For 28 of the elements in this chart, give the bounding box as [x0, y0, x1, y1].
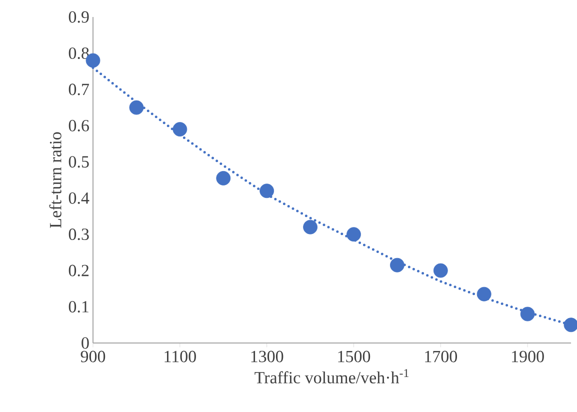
y-tick-label: 0.6 [68, 120, 89, 132]
y-axis-title: Left-turn ratio [49, 132, 62, 228]
y-tick-label: 0.8 [68, 47, 89, 59]
point [303, 220, 318, 234]
x-tick-label: 1100 [164, 350, 196, 362]
y-tick-label: 0.5 [68, 156, 89, 168]
x-tick-label: 900 [80, 350, 106, 362]
point [216, 170, 231, 186]
point [433, 263, 448, 278]
point [390, 258, 404, 272]
y-tick-label: 0.9 [68, 11, 89, 23]
y-tick-label: 0.4 [68, 192, 90, 204]
y-tick-label: 0.3 [68, 228, 89, 240]
point [129, 100, 144, 115]
y-tick-label: 0.7 [68, 84, 89, 96]
x-tick-label: 1300 [251, 350, 284, 362]
y-tick-label: 0.2 [68, 264, 89, 276]
x-tick-label: 1700 [425, 350, 457, 362]
point [172, 122, 188, 136]
x-tick-label: 1500 [338, 350, 370, 362]
y-tick-label: 0 [82, 337, 89, 349]
point [476, 286, 492, 302]
y-tick-label: 0.1 [68, 301, 88, 313]
point [260, 184, 274, 198]
x-tick-label: 1900 [512, 350, 544, 362]
x-axis-title: Traffic volume/veh·h$^{-1}$ [254, 369, 408, 384]
point [346, 227, 361, 242]
point [520, 306, 535, 322]
